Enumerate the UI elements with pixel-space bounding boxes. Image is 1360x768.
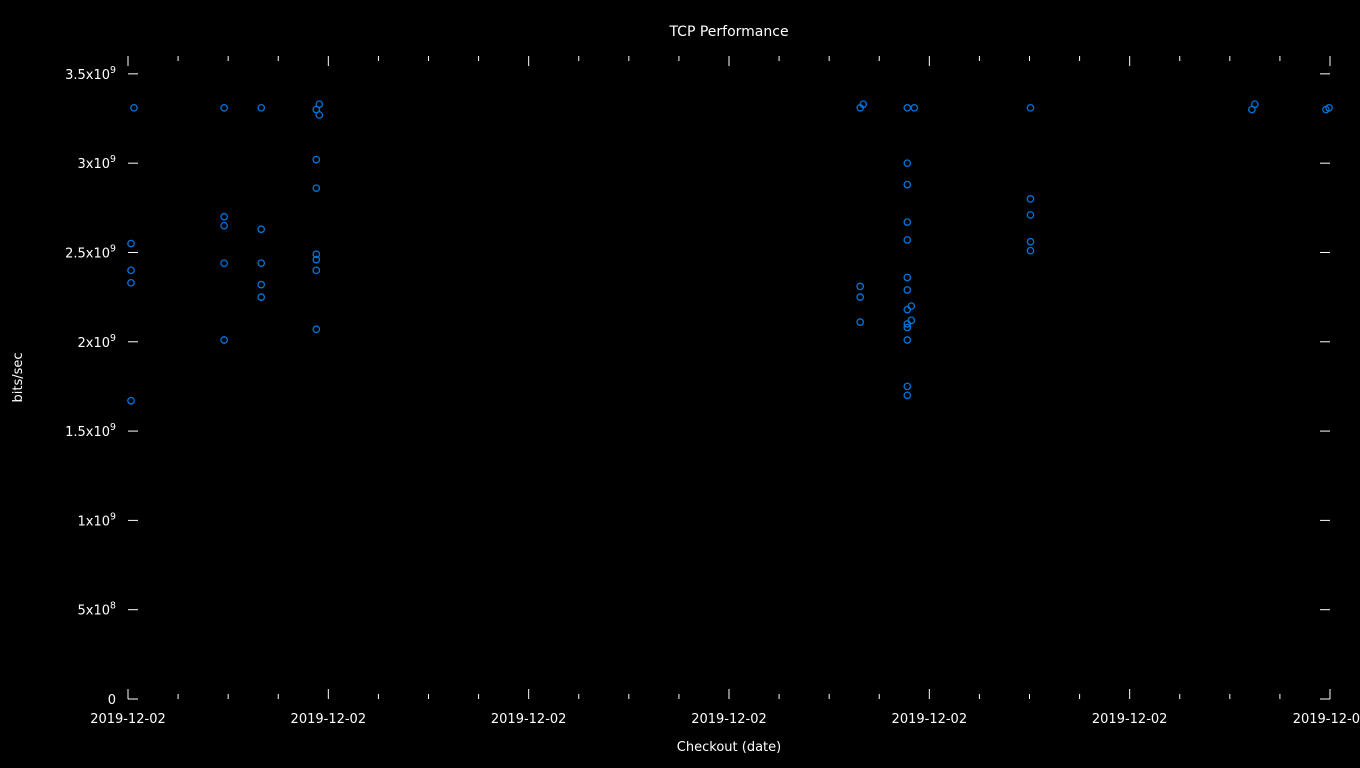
y-tick-label: 2.5x109	[65, 243, 116, 261]
x-axis-label: Checkout (date)	[677, 740, 781, 755]
chart-title: TCP Performance	[668, 24, 788, 40]
x-tick-label: 2019-12-02	[1092, 712, 1168, 727]
x-tick-label: 2019-12-0	[1293, 712, 1360, 727]
x-tick-label: 2019-12-02	[691, 712, 767, 727]
y-tick-label: 1.5x109	[65, 422, 116, 440]
y-tick-label: 0	[108, 693, 116, 708]
y-tick-label: 3.5x109	[65, 65, 116, 83]
y-axis-label: bits/sec	[11, 352, 26, 402]
x-tick-label: 2019-12-02	[491, 712, 567, 727]
x-tick-label: 2019-12-02	[291, 712, 367, 727]
x-tick-label: 2019-12-02	[90, 712, 166, 727]
x-tick-label: 2019-12-02	[892, 712, 968, 727]
tcp-performance-chart: TCP Performance05x1081x1091.5x1092x1092.…	[0, 0, 1360, 768]
chart-svg: TCP Performance05x1081x1091.5x1092x1092.…	[0, 0, 1360, 768]
